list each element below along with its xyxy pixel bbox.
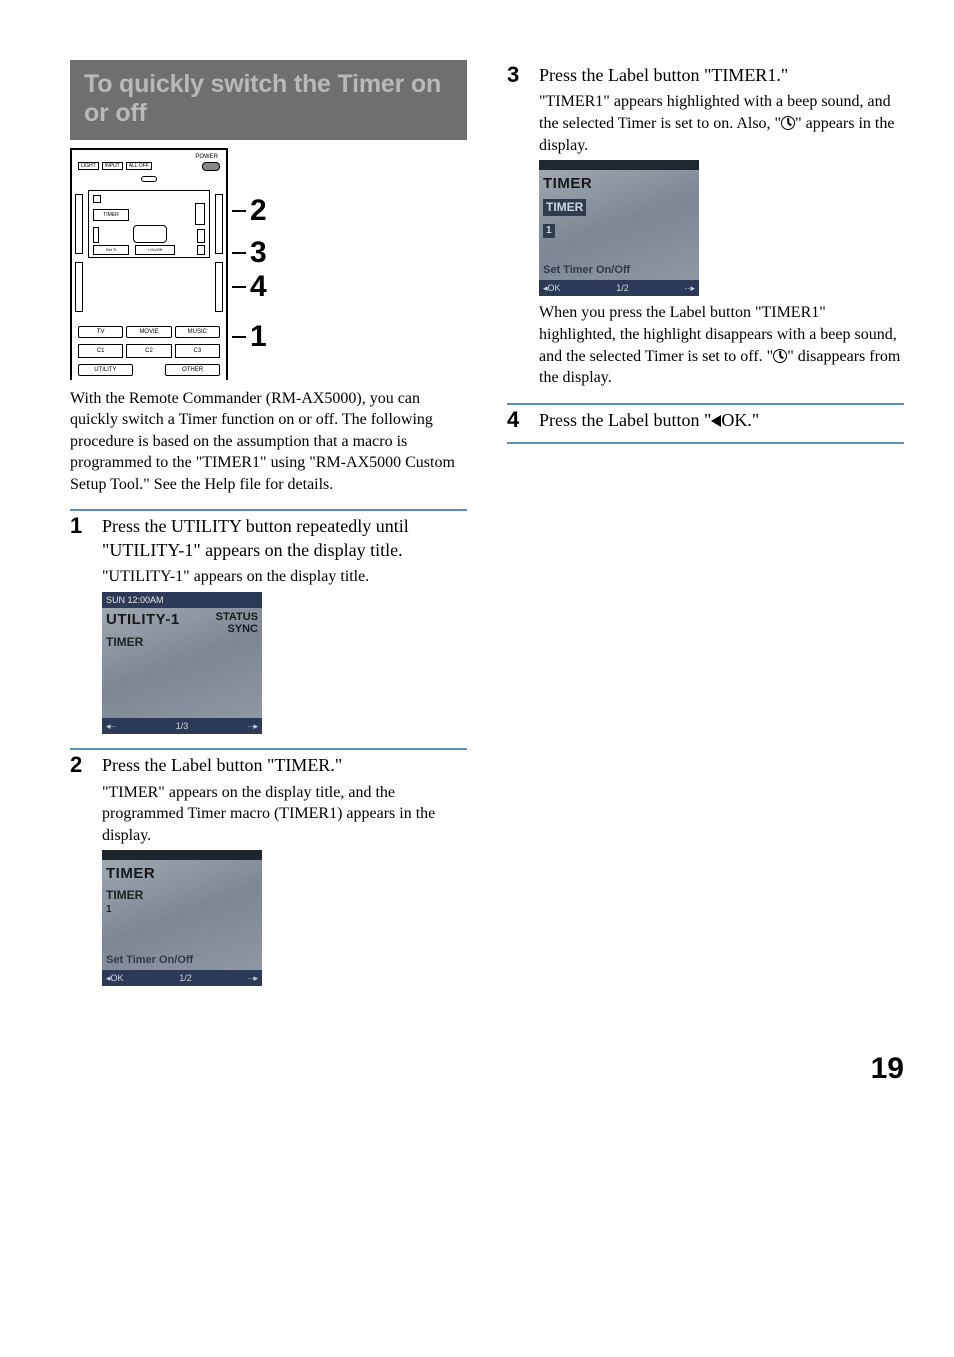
screen-btn-set: Set Ti <box>93 245 129 255</box>
remote-diagram: POWER LIGHT INPUT ALL OFF TIMER Set Ti <box>70 148 467 380</box>
step-4-title-post: OK." <box>721 410 759 430</box>
remote-side-r1 <box>215 194 223 254</box>
callout-2: 2 <box>232 194 267 228</box>
lcd3-footer-right: ··▸ <box>684 282 695 294</box>
lcd3-sub-index: 1 <box>543 224 555 238</box>
btn-c3: C3 <box>175 344 220 358</box>
lcd1-timebar: SUN 12:00AM <box>102 592 262 608</box>
step-1-number: 1 <box>70 515 90 537</box>
step-2-number: 2 <box>70 754 90 776</box>
screen-side-r <box>197 229 205 243</box>
step-1-title: Press the UTILITY button repeatedly unti… <box>102 515 467 562</box>
lcd1-footer-left: ◂·· <box>106 720 117 732</box>
lcd2-topbar <box>102 850 262 860</box>
lcd2-sub-label: TIMER <box>106 887 258 903</box>
remote-body: POWER LIGHT INPUT ALL OFF TIMER Set Ti <box>70 148 228 380</box>
lcd3-topbar <box>539 160 699 170</box>
btn-input: INPUT <box>102 162 123 170</box>
lcd2-footer-left: ◂OK <box>106 972 124 984</box>
screen-btn-onoff: r On/Off <box>135 245 175 255</box>
btn-power <box>202 162 220 171</box>
screen-btn-br <box>197 245 205 255</box>
step-3: 3 Press the Label button "TIMER1." "TIME… <box>507 60 904 389</box>
remote-side-r2 <box>215 262 223 312</box>
step-4: 4 Press the Label button " OK." <box>507 403 904 432</box>
lcd2-bottom-label: Set Timer On/Off <box>106 953 193 968</box>
step-3-title: Press the Label button "TIMER1." <box>539 64 788 87</box>
callout-3: 3 <box>232 236 267 270</box>
remote-top-buttons: LIGHT INPUT ALL OFF <box>78 162 220 172</box>
step-3-detail: "TIMER1" appears highlighted with a beep… <box>539 91 904 156</box>
step-2-lcd: TIMER TIMER 1 Set Timer On/Off ◂OK 1/2 ·… <box>102 850 262 986</box>
remote-callouts: 2 3 4 1 <box>232 148 272 380</box>
step-1-lcd: SUN 12:00AM UTILITY-1 TIMER STATUS SYNC … <box>102 592 262 734</box>
btn-light: LIGHT <box>78 162 99 170</box>
lcd3-main: TIMER TIMER 1 Set Timer On/Off <box>539 170 699 280</box>
step-4-bottom-rule <box>507 442 904 444</box>
screen-btn-2 <box>195 203 205 225</box>
step-2-title: Press the Label button "TIMER." <box>102 754 342 777</box>
remote-screen: TIMER Set Ti r On/Off <box>88 190 210 258</box>
step-2: 2 Press the Label button "TIMER." "TIMER… <box>70 748 467 986</box>
btn-tv: TV <box>78 326 123 338</box>
step-2-detail: "TIMER" appears on the display title, an… <box>102 782 467 847</box>
clock-icon <box>773 349 787 363</box>
step-1-detail: "UTILITY-1" appears on the display title… <box>102 566 467 588</box>
step-3-lcd: TIMER TIMER 1 Set Timer On/Off ◂OK 1/2 ·… <box>539 160 699 296</box>
step-4-title: Press the Label button " OK." <box>539 409 759 432</box>
step-3-after: When you press the Label button "TIMER1"… <box>539 302 904 388</box>
lcd3-bottom-label: Set Timer On/Off <box>543 263 630 278</box>
remote-side-l1 <box>75 194 83 254</box>
btn-other: OTHER <box>165 364 220 376</box>
btn-movie: MOVIE <box>126 326 171 338</box>
lcd1-right-line1: STATUS <box>216 611 258 623</box>
lcd2-title: TIMER <box>106 864 258 884</box>
lcd2-sub-index: 1 <box>106 903 258 917</box>
lcd1-right-label: STATUS SYNC <box>216 612 258 635</box>
screen-dpad <box>133 225 167 243</box>
remote-side-l2 <box>75 262 83 312</box>
page-number: 19 <box>70 1052 904 1086</box>
btn-music: MUSIC <box>175 326 220 338</box>
remote-ir-window <box>141 176 157 182</box>
remote-util-row: UTILITY OTHER <box>78 364 220 376</box>
util-gap <box>136 364 162 376</box>
lcd3-footer: ◂OK 1/2 ··▸ <box>539 280 699 296</box>
callout-1: 1 <box>232 320 267 354</box>
callout-4: 4 <box>232 270 267 304</box>
lcd2-footer-center: 1/2 <box>179 972 192 984</box>
clock-icon <box>781 116 795 130</box>
lcd1-right-line2: SYNC <box>227 623 258 635</box>
lcd3-sub-label: TIMER <box>543 199 586 215</box>
remote-mode-row: TV MOVIE MUSIC <box>78 326 220 338</box>
lcd2-footer: ◂OK 1/2 ··▸ <box>102 970 262 986</box>
btn-utility: UTILITY <box>78 364 133 376</box>
section-heading-box: To quickly switch the Timer on or off <box>70 60 467 140</box>
triangle-left-icon <box>711 415 721 427</box>
btn-alloff: ALL OFF <box>126 162 152 170</box>
lcd1-footer-right: ··▸ <box>247 720 258 732</box>
screen-corner-tl <box>93 195 101 203</box>
lcd2-footer-right: ··▸ <box>247 972 258 984</box>
step-4-title-pre: Press the Label button " <box>539 410 711 430</box>
lcd3-footer-left: ◂OK <box>543 282 561 294</box>
intro-paragraph: With the Remote Commander (RM-AX5000), y… <box>70 388 467 496</box>
power-label: POWER <box>195 154 218 160</box>
step-1: 1 Press the UTILITY button repeatedly un… <box>70 509 467 734</box>
screen-btn-timer: TIMER <box>93 209 129 221</box>
step-4-number: 4 <box>507 409 527 431</box>
lcd2-main: TIMER TIMER 1 Set Timer On/Off <box>102 860 262 970</box>
lcd1-left-label: TIMER <box>106 634 258 650</box>
lcd1-footer-center: 1/3 <box>176 720 189 732</box>
lcd3-footer-center: 1/2 <box>616 282 629 294</box>
lcd1-footer: ◂·· 1/3 ··▸ <box>102 718 262 734</box>
section-heading: To quickly switch the Timer on or off <box>84 70 453 128</box>
screen-side-l <box>93 227 99 243</box>
remote-c-row: C1 C2 C3 <box>78 344 220 358</box>
step-3-number: 3 <box>507 64 527 86</box>
btn-c1: C1 <box>78 344 123 358</box>
lcd3-title: TIMER <box>543 174 695 194</box>
btn-c2: C2 <box>126 344 171 358</box>
lcd1-main: UTILITY-1 TIMER STATUS SYNC <box>102 608 262 718</box>
